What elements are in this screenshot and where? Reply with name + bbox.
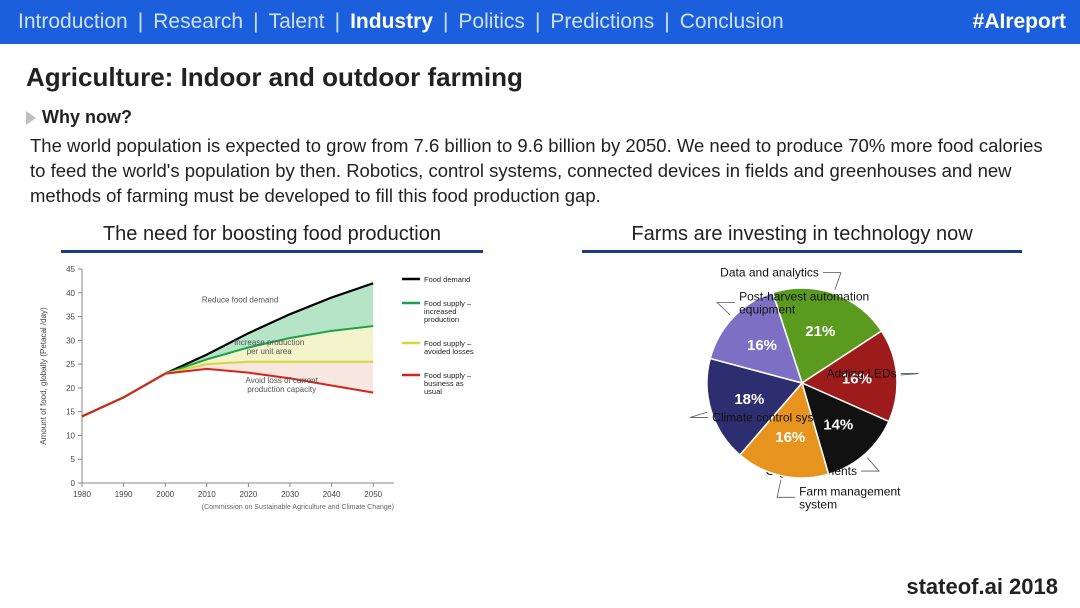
- svg-text:16%: 16%: [775, 429, 805, 446]
- svg-text:10: 10: [66, 431, 75, 440]
- svg-text:production capacity: production capacity: [247, 385, 316, 394]
- nav-separator: |: [658, 10, 675, 34]
- nav-separator: |: [329, 10, 346, 34]
- pie-chart-column: Farms are investing in technology now 21…: [552, 223, 1052, 511]
- nav-separator: |: [529, 10, 546, 34]
- svg-text:40: 40: [66, 289, 75, 298]
- slide-content: Agriculture: Indoor and outdoor farming …: [0, 44, 1080, 511]
- svg-text:Avoid loss of current: Avoid loss of current: [246, 376, 319, 385]
- nav-tab-talent[interactable]: Talent: [265, 10, 329, 34]
- nav-tab-research[interactable]: Research: [149, 10, 247, 34]
- svg-text:0: 0: [71, 479, 76, 488]
- svg-text:Amount of food, globally (Peta: Amount of food, globally (Petacal /day): [39, 307, 48, 445]
- svg-text:Adding LEDs: Adding LEDs: [827, 366, 897, 380]
- svg-text:system: system: [799, 497, 837, 511]
- footer-credit: stateof.ai 2018: [906, 574, 1058, 600]
- svg-text:1990: 1990: [115, 490, 133, 499]
- svg-text:Reduce food demand: Reduce food demand: [202, 295, 279, 304]
- nav-tab-industry[interactable]: Industry: [346, 10, 437, 34]
- svg-text:2050: 2050: [364, 490, 382, 499]
- nav-separator: |: [132, 10, 149, 34]
- top-navbar: Introduction|Research|Talent|Industry|Po…: [0, 0, 1080, 44]
- triangle-bullet-icon: [26, 111, 36, 125]
- svg-text:Increase production: Increase production: [234, 338, 304, 347]
- svg-text:usual: usual: [424, 387, 442, 396]
- why-row: Why now?: [26, 107, 1054, 128]
- svg-text:20: 20: [66, 384, 75, 393]
- body-text: The world population is expected to grow…: [30, 134, 1050, 209]
- charts-row: The need for boosting food production 0 5…: [26, 223, 1054, 511]
- svg-text:Post-harvest automation: Post-harvest automation: [739, 289, 869, 303]
- svg-text:Climate control system: Climate control system: [712, 410, 833, 424]
- svg-text:Food demand: Food demand: [424, 275, 470, 284]
- svg-text:per unit area: per unit area: [247, 347, 292, 356]
- svg-text:(Commission on Sustainable Agr: (Commission on Sustainable Agriculture a…: [202, 504, 394, 511]
- svg-text:21%: 21%: [805, 323, 835, 340]
- svg-text:Farm management: Farm management: [799, 484, 901, 498]
- hashtag: #AIreport: [973, 10, 1066, 34]
- nav-separator: |: [437, 10, 454, 34]
- svg-text:15: 15: [66, 408, 75, 417]
- svg-text:25: 25: [66, 360, 75, 369]
- svg-text:35: 35: [66, 312, 75, 321]
- svg-text:18%: 18%: [734, 391, 764, 408]
- nav-tab-introduction[interactable]: Introduction: [14, 10, 132, 34]
- svg-text:16%: 16%: [747, 337, 777, 354]
- line-chart: 0 5 10 15 20 25 30 35 40 45 1980 1990 2000 2010 2020 20…: [32, 261, 512, 511]
- line-chart-column: The need for boosting food production 0 5…: [32, 223, 512, 511]
- nav-tab-politics[interactable]: Politics: [454, 10, 529, 34]
- svg-text:2000: 2000: [156, 490, 174, 499]
- nav-tab-conclusion[interactable]: Conclusion: [676, 10, 788, 34]
- svg-text:2010: 2010: [198, 490, 216, 499]
- nav-tab-predictions[interactable]: Predictions: [546, 10, 658, 34]
- svg-text:2040: 2040: [323, 490, 341, 499]
- svg-text:5: 5: [71, 455, 76, 464]
- pie-chart: 21%Data and analytics16%Adding LEDs14%Or…: [552, 261, 1052, 511]
- svg-text:production: production: [424, 315, 459, 324]
- why-heading: Why now?: [42, 107, 132, 128]
- svg-text:Data and analytics: Data and analytics: [720, 266, 819, 280]
- page-title: Agriculture: Indoor and outdoor farming: [26, 62, 1054, 93]
- nav-tabs: Introduction|Research|Talent|Industry|Po…: [14, 10, 788, 34]
- svg-text:avoided losses: avoided losses: [424, 347, 474, 356]
- svg-text:2020: 2020: [240, 490, 258, 499]
- svg-text:2030: 2030: [281, 490, 299, 499]
- pie-chart-title: Farms are investing in technology now: [582, 223, 1022, 253]
- svg-text:1980: 1980: [73, 490, 91, 499]
- nav-separator: |: [247, 10, 264, 34]
- svg-text:equipment: equipment: [739, 302, 796, 316]
- line-chart-title: The need for boosting food production: [61, 223, 483, 253]
- svg-text:45: 45: [66, 265, 75, 274]
- svg-text:30: 30: [66, 336, 75, 345]
